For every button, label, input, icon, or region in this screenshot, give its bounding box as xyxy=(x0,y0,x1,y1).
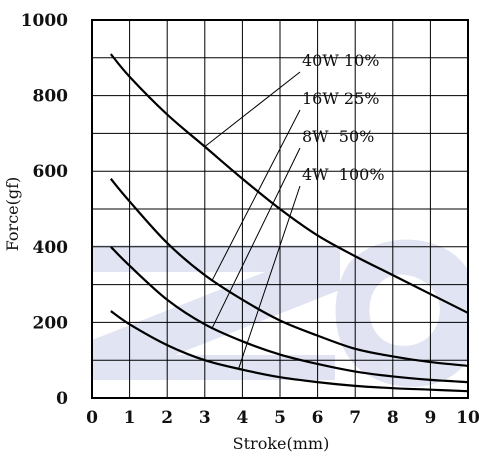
series-label-4: 4W 100% xyxy=(302,165,385,184)
leader-line-3 xyxy=(211,147,301,328)
x-tick-label: 3 xyxy=(199,408,211,428)
tick-labels: 0 1 2 3 4 5 6 7 8 9 10 0 200 400 600 800 1000 xyxy=(21,11,479,428)
x-tick-label: 0 xyxy=(86,408,98,428)
series-label-3: 8W 50% xyxy=(302,127,374,146)
series-line-3 xyxy=(110,246,469,384)
leader-line-1 xyxy=(204,71,301,148)
leader-line-2 xyxy=(211,109,301,281)
series-lines xyxy=(109,53,469,393)
x-axis-title: Stroke(mm) xyxy=(233,434,330,453)
x-tick-label: 10 xyxy=(456,408,479,428)
x-tick-label: 8 xyxy=(387,408,399,428)
x-tick-label: 4 xyxy=(236,408,248,428)
x-tick-label: 1 xyxy=(124,408,136,428)
y-tick-label: 1000 xyxy=(21,11,68,31)
series-label-1: 40W 10% xyxy=(302,51,379,70)
x-tick-label: 5 xyxy=(274,408,286,428)
plot-frame xyxy=(91,19,469,399)
y-tick-label: 400 xyxy=(33,238,69,258)
y-axis-title: Force(gf) xyxy=(3,177,22,252)
y-tick-label: 0 xyxy=(56,389,68,409)
series-line-4 xyxy=(110,310,469,393)
y-tick-label: 200 xyxy=(33,313,69,333)
leader-line-4 xyxy=(238,185,301,369)
grid xyxy=(92,20,468,398)
watermark-shape-o xyxy=(335,239,468,387)
watermark-logo xyxy=(92,239,468,387)
x-tick-label: 6 xyxy=(312,408,324,428)
series-line-2 xyxy=(109,178,469,367)
label-leaders xyxy=(204,71,301,369)
x-tick-label: 9 xyxy=(424,408,436,428)
y-tick-label: 800 xyxy=(33,87,69,107)
series-labels: 40W 10% 16W 25% 8W 50% 4W 100% xyxy=(302,51,385,184)
series-label-2: 16W 25% xyxy=(302,89,379,108)
x-tick-label: 2 xyxy=(161,408,173,428)
series-line-1 xyxy=(109,53,469,314)
watermark-shape-z xyxy=(92,245,340,380)
x-tick-label: 7 xyxy=(349,408,361,428)
y-tick-label: 600 xyxy=(33,162,69,182)
